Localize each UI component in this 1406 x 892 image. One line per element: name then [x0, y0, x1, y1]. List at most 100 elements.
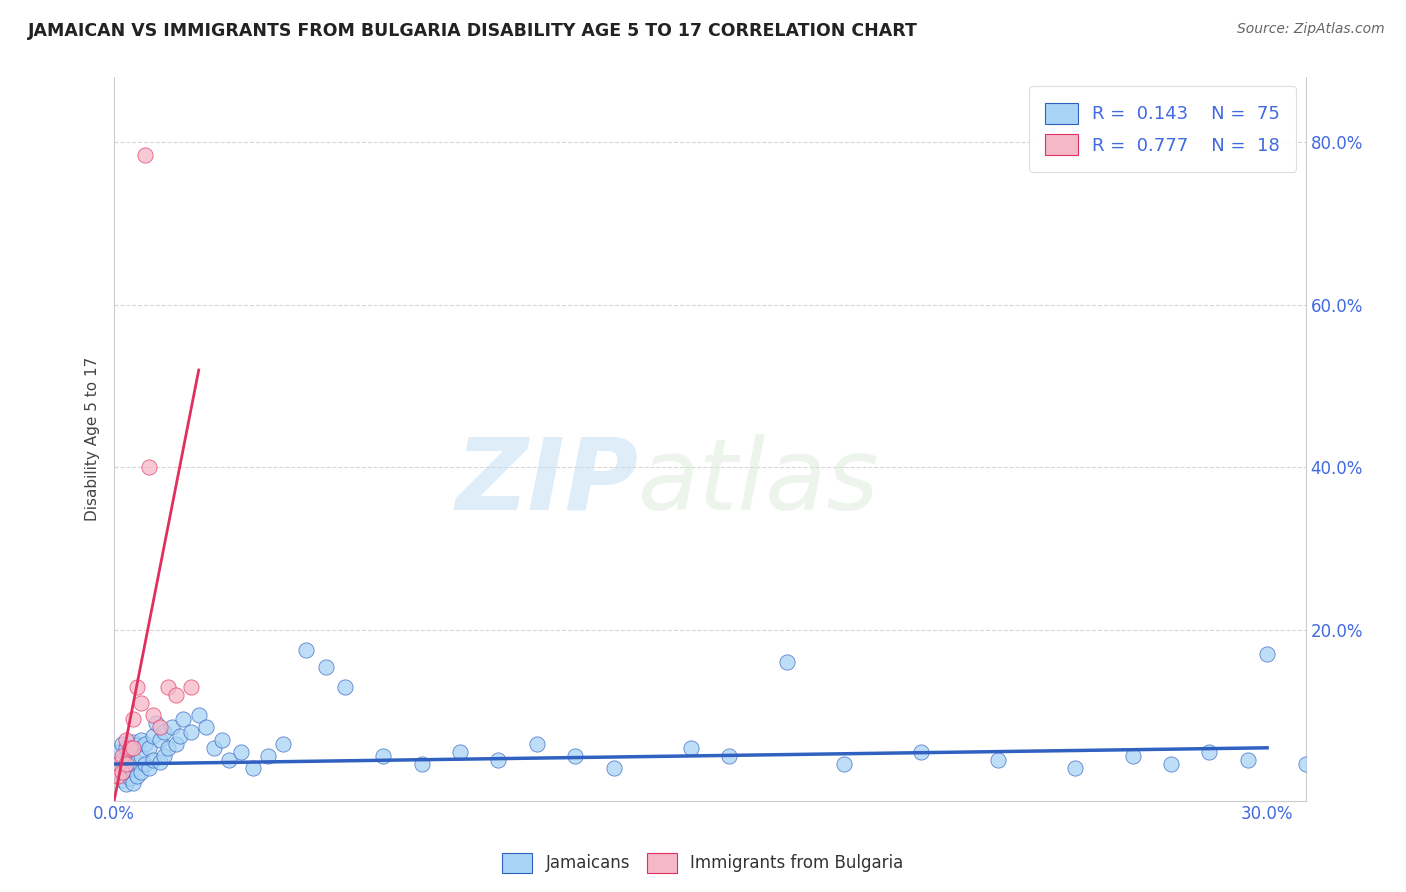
Point: [142, 753, 165, 767]
Point: [165, 737, 187, 751]
Point: [218, 753, 240, 767]
Point: [1198, 745, 1220, 759]
Point: [1160, 757, 1182, 772]
Point: [564, 748, 586, 763]
Point: [1064, 761, 1087, 775]
Point: [122, 735, 145, 749]
Point: [679, 740, 702, 755]
Point: [271, 737, 294, 751]
Point: [1237, 753, 1260, 767]
Point: [142, 729, 165, 743]
Point: [1333, 753, 1355, 767]
Point: [107, 745, 129, 759]
Point: [138, 740, 160, 755]
Point: [295, 643, 318, 657]
Point: [187, 708, 209, 723]
Point: [526, 737, 548, 751]
Point: [449, 745, 471, 759]
Point: [149, 755, 172, 769]
Point: [111, 753, 134, 767]
Point: [114, 757, 136, 772]
Point: [315, 659, 337, 673]
Point: [134, 147, 156, 161]
Point: [127, 755, 149, 769]
Point: [160, 721, 183, 735]
Point: [118, 771, 141, 785]
Point: [134, 757, 156, 772]
Point: [169, 729, 191, 743]
Point: [111, 763, 134, 777]
Point: [138, 761, 160, 775]
Point: [149, 732, 172, 747]
Point: [145, 716, 167, 731]
Point: [122, 751, 145, 765]
Point: [172, 712, 194, 726]
Point: [257, 748, 280, 763]
Legend: Jamaicans, Immigrants from Bulgaria: Jamaicans, Immigrants from Bulgaria: [496, 847, 910, 880]
Point: [107, 765, 129, 780]
Point: [111, 773, 134, 788]
Point: [411, 757, 433, 772]
Point: [127, 680, 149, 694]
Point: [165, 688, 187, 702]
Point: [195, 721, 218, 735]
Point: [603, 761, 626, 775]
Point: [987, 753, 1010, 767]
Point: [242, 761, 264, 775]
Point: [142, 708, 165, 723]
Point: [202, 740, 225, 755]
Point: [129, 732, 152, 747]
Point: [373, 748, 395, 763]
Point: [114, 767, 136, 781]
Point: [488, 753, 510, 767]
Point: [834, 757, 856, 772]
Point: [122, 776, 145, 790]
Point: [138, 460, 160, 475]
Text: JAMAICAN VS IMMIGRANTS FROM BULGARIA DISABILITY AGE 5 TO 17 CORRELATION CHART: JAMAICAN VS IMMIGRANTS FROM BULGARIA DIS…: [28, 22, 918, 40]
Point: [114, 740, 136, 755]
Point: [118, 747, 141, 761]
Point: [114, 755, 136, 769]
Point: [1122, 748, 1144, 763]
Point: [122, 712, 145, 726]
Y-axis label: Disability Age 5 to 17: Disability Age 5 to 17: [86, 357, 100, 521]
Point: [153, 748, 176, 763]
Text: ZIP: ZIP: [456, 434, 638, 531]
Point: [127, 769, 149, 783]
Point: [180, 680, 202, 694]
Point: [1371, 748, 1393, 763]
Point: [118, 740, 141, 755]
Point: [111, 748, 134, 763]
Point: [180, 724, 202, 739]
Point: [111, 737, 134, 751]
Point: [153, 724, 176, 739]
Point: [129, 765, 152, 780]
Point: [129, 748, 152, 763]
Point: [127, 739, 149, 753]
Point: [149, 721, 172, 735]
Point: [114, 777, 136, 791]
Point: [718, 748, 741, 763]
Point: [156, 740, 179, 755]
Point: [129, 696, 152, 710]
Legend: R =  0.143    N =  75, R =  0.777    N =  18: R = 0.143 N = 75, R = 0.777 N = 18: [1029, 87, 1296, 171]
Point: [229, 745, 252, 759]
Point: [107, 769, 129, 783]
Text: Source: ZipAtlas.com: Source: ZipAtlas.com: [1237, 22, 1385, 37]
Point: [114, 732, 136, 747]
Point: [776, 656, 799, 670]
Point: [1256, 648, 1278, 662]
Point: [118, 759, 141, 773]
Point: [156, 680, 179, 694]
Point: [111, 765, 134, 780]
Point: [122, 740, 145, 755]
Text: atlas: atlas: [638, 434, 880, 531]
Point: [211, 732, 233, 747]
Point: [107, 757, 129, 772]
Point: [134, 737, 156, 751]
Point: [333, 680, 356, 694]
Point: [1295, 757, 1317, 772]
Point: [107, 757, 129, 772]
Point: [122, 763, 145, 777]
Point: [910, 745, 932, 759]
